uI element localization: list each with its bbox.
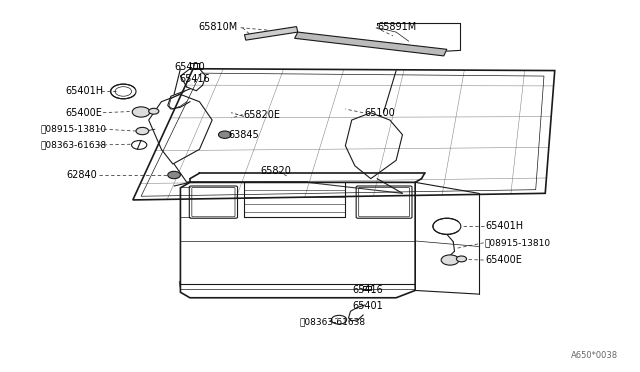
- Text: 65820E: 65820E: [244, 109, 281, 119]
- Text: 65401: 65401: [352, 301, 383, 311]
- Circle shape: [136, 127, 148, 135]
- Circle shape: [132, 107, 150, 117]
- Text: 65416: 65416: [352, 285, 383, 295]
- Polygon shape: [294, 32, 447, 56]
- Text: 65401H: 65401H: [485, 221, 523, 231]
- Text: Ⓢ08363-61638: Ⓢ08363-61638: [41, 141, 107, 150]
- Text: 65891M: 65891M: [377, 22, 417, 32]
- Text: Ⓢ08363-61638: Ⓢ08363-61638: [300, 317, 365, 326]
- Text: 65810M: 65810M: [198, 22, 237, 32]
- Circle shape: [148, 108, 159, 114]
- Text: 65401H: 65401H: [65, 86, 103, 96]
- Text: Ⓥ08915-13810: Ⓥ08915-13810: [41, 125, 107, 134]
- Text: 65400E: 65400E: [485, 255, 522, 265]
- Text: 63845: 63845: [228, 131, 259, 141]
- Text: 65400: 65400: [175, 62, 205, 72]
- Text: 65400E: 65400E: [65, 108, 102, 118]
- Circle shape: [218, 131, 231, 138]
- Circle shape: [168, 171, 180, 179]
- Polygon shape: [244, 26, 298, 40]
- Text: 65100: 65100: [364, 108, 395, 118]
- Text: 62840: 62840: [66, 170, 97, 180]
- Text: 65820: 65820: [260, 166, 291, 176]
- Text: Ⓥ08915-13810: Ⓥ08915-13810: [485, 238, 551, 247]
- Text: A650*0038: A650*0038: [571, 351, 618, 360]
- Circle shape: [441, 255, 459, 265]
- Circle shape: [456, 256, 467, 262]
- Text: 65416: 65416: [179, 74, 210, 84]
